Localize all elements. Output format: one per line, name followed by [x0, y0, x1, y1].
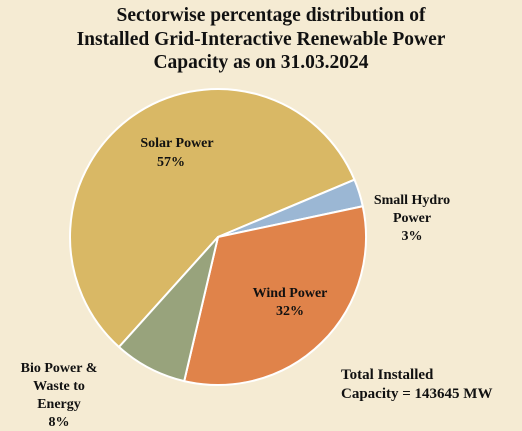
- slice-label-bio-power-line-1: Bio Power &: [21, 361, 98, 376]
- pie-slice-solar-power: [69, 88, 356, 348]
- slice-value-solar-power: 57%: [157, 155, 185, 170]
- chart-title: Sectorwise percentage distribution of In…: [0, 4, 522, 75]
- slice-label-bio-power-line-2: Waste to: [33, 379, 85, 394]
- total-capacity-line-2: Capacity = 143645 MW: [341, 386, 493, 402]
- chart-title-line-2: Installed Grid-Interactive Renewable Pow…: [76, 28, 446, 50]
- pie-slice-bio-power-waste-to-energy: [117, 236, 219, 383]
- slice-value-small-hydro: 3%: [402, 229, 423, 244]
- slice-value-bio-power: 8%: [49, 415, 70, 430]
- total-capacity-line-1: Total Installed: [341, 367, 434, 383]
- slice-label-wind-power: Wind Power: [253, 286, 328, 301]
- total-capacity-annotation: Total Installed Capacity = 143645 MW: [341, 366, 492, 404]
- slice-label-solar-power: Solar Power: [140, 136, 213, 151]
- slice-label-small-hydro-line-2: Power: [393, 211, 431, 226]
- slice-label-bio-power-line-3: Energy: [37, 397, 81, 412]
- pie-slices: [69, 88, 367, 386]
- chart-title-line-3: Capacity as on 31.03.2024: [153, 52, 369, 73]
- pie-slice-wind-power: [183, 205, 367, 386]
- slice-label-small-hydro-line-1: Small Hydro: [374, 193, 450, 208]
- chart-title-line-1: Sectorwise percentage distribution of: [116, 5, 426, 26]
- slice-value-wind-power: 32%: [276, 304, 304, 319]
